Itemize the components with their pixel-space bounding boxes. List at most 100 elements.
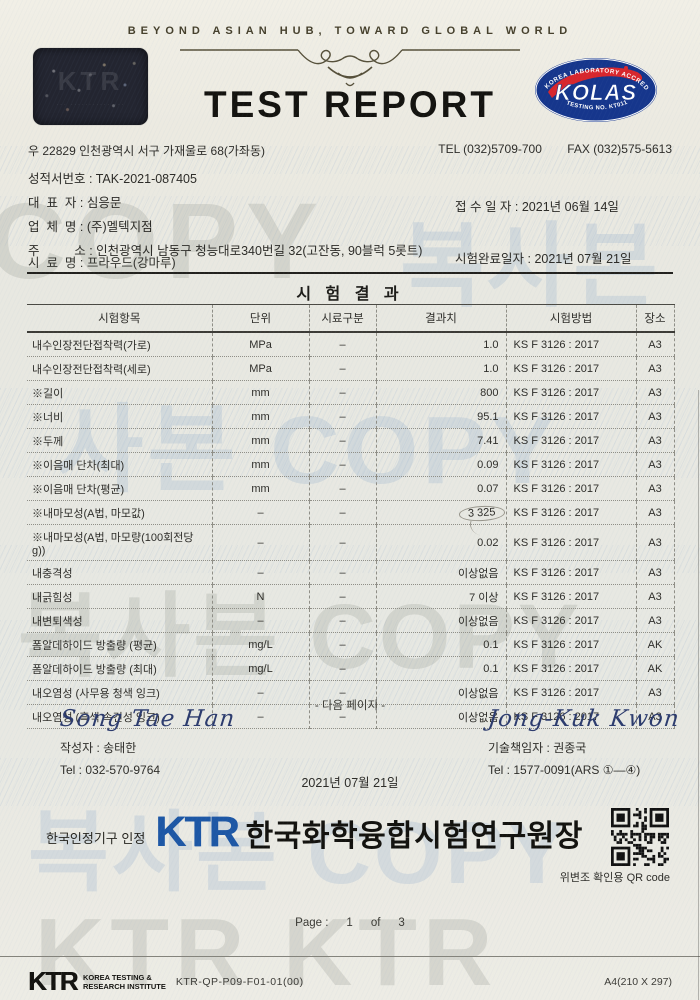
table-row: ※길이 mm –800 KS F 3126 : 2017 A3	[27, 380, 675, 405]
footer-org-line1: KOREA TESTING &	[82, 972, 152, 982]
cell-place: A3	[635, 608, 675, 633]
cell-test-item: ※너비	[27, 404, 212, 429]
cell-sample-division: –	[308, 680, 376, 705]
table-row: 내변퇴색성 – – 이상없음 KS F 3126 : 2017 A3	[27, 608, 675, 633]
ktr-footer-logo: KTR	[28, 966, 78, 996]
cell-test-item: 내오염성 (사무용 청색 잉크)	[27, 680, 212, 705]
report-dates: 접 수 일 자 : 2021년 06월 14일 시험완료일자 : 2021년 0…	[455, 200, 632, 266]
table-row: ※내마모성(A법, 마모값) – –3 325 KS F 3126 : 2017 A3	[27, 500, 675, 525]
cell-test-item: 폼알데하이드 방출량 (최대)	[27, 656, 212, 681]
results-table-body: 내수인장전단접착력(가로) MPa –1.0 KS F 3126 : 2017 A3 내수…	[27, 332, 675, 729]
cell-unit: mm	[211, 404, 309, 429]
lab-fax: FAX (032)575-5613	[567, 142, 672, 156]
table-header-row: 시험항목 단위 시료구분 결과치 시험방법 장소	[27, 304, 675, 333]
col-sample-division: 시료구분	[308, 304, 376, 333]
cell-place: A3	[635, 584, 675, 609]
cell-place: A3	[635, 380, 675, 405]
table-row: 내오염성 (흑색 속건성 잉크) – – 이상없음 KS F 3126 : 2017 A3	[27, 704, 675, 729]
cell-method: KS F 3126 : 2017	[505, 584, 636, 609]
cell-sample-division: –	[308, 524, 376, 561]
cell-unit: MPa	[211, 356, 309, 381]
document-code: KTR-QP-P09-F01-01(00)	[175, 975, 304, 988]
header-tagline: BEYOND ASIAN HUB, TOWARD GLOBAL WORLD	[127, 25, 573, 37]
company-label: 업 체 명	[28, 220, 77, 234]
cell-unit: –	[211, 680, 309, 705]
cell-place: A3	[635, 500, 675, 525]
cell-place: A3	[635, 524, 675, 561]
cell-test-item: 내충격성	[27, 560, 212, 585]
cell-sample-division: –	[308, 452, 376, 477]
cell-unit: N	[211, 584, 309, 609]
table-row: ※너비 mm –95.1 KS F 3126 : 2017 A3	[27, 404, 675, 429]
cell-method: KS F 3126 : 2017	[505, 656, 636, 681]
footer-org-line2: RESEARCH INSTITUTE	[82, 981, 166, 991]
cell-unit: –	[211, 560, 309, 585]
cell-sample-division: –	[308, 704, 376, 729]
client-address-label: 주 소	[28, 244, 86, 258]
lab-tel: TEL (032)5709-700	[438, 142, 542, 156]
cell-result: 0.1	[375, 656, 506, 681]
verification-qr-code	[611, 808, 669, 866]
cell-test-item: ※이음매 단차(평균)	[27, 476, 212, 501]
page-title: TEST REPORT	[203, 84, 497, 125]
table-row: ※이음매 단차(최대) mm –0.09 KS F 3126 : 2017 A3	[27, 452, 675, 477]
writer-name: 작성자 : 송태한	[60, 741, 137, 755]
table-row: 폼알데하이드 방출량 (평균) mg/L –0.1 KS F 3126 : 2017 A…	[27, 632, 675, 657]
table-row: 내충격성 – – 이상없음 KS F 3126 : 2017 A3	[27, 560, 675, 585]
page-current: 1	[346, 917, 353, 929]
received-date-label: 접 수 일 자	[455, 200, 512, 214]
page-total: 3	[398, 917, 405, 929]
cell-method: KS F 3126 : 2017	[505, 332, 636, 357]
col-result: 결과치	[375, 304, 506, 333]
decorative-flourish-icon	[180, 49, 520, 87]
cell-result: 이상없음	[375, 704, 506, 729]
cell-place: A3	[635, 452, 675, 477]
cell-method: KS F 3126 : 2017	[505, 404, 636, 429]
address-row: 우 22829 인천광역시 서구 가재울로 68(가좌동) TEL (032)5…	[28, 142, 672, 159]
table-row: 내오염성 (사무용 청색 잉크) – – 이상없음 KS F 3126 : 2017 A3	[27, 680, 675, 705]
hologram-sticker: KTR ··· ··········· ···	[33, 48, 148, 125]
cell-sample-division: –	[308, 476, 376, 501]
cell-method: KS F 3126 : 2017	[505, 608, 636, 633]
kolas-accreditation-logo-icon: KOREA LABORATORY ACCREDITATION SCHEME KO…	[534, 57, 657, 122]
cell-unit: mm	[211, 476, 309, 501]
cell-unit: mm	[211, 380, 309, 405]
sample-name-label: 시 료 명	[28, 256, 77, 270]
cell-method: KS F 3126 : 2017	[505, 356, 636, 381]
cell-unit: mm	[211, 452, 309, 477]
cell-method: KS F 3126 : 2017	[505, 428, 636, 453]
footer-org-name: KOREA TESTING & RESEARCH INSTITUTE	[83, 973, 166, 991]
scan-edge-artifact	[697, 390, 699, 1000]
cell-result: 7 이상	[375, 584, 506, 609]
completed-date-label: 시험완료일자	[455, 252, 525, 266]
issuer-row: 한국인정기구 인정 KTR 한국화학융합시험연구원장	[46, 808, 583, 857]
cell-result: 95.1	[375, 404, 506, 429]
cell-test-item: ※이음매 단차(최대)	[27, 452, 212, 477]
cell-result: 1.0	[375, 356, 506, 381]
report-no-value: TAK-2021-087405	[95, 172, 197, 186]
report-info: 성적서번호 : TAK-2021-087405 대 표 자 : 심응문 업 체 …	[28, 168, 672, 266]
cell-method: KS F 3126 : 2017	[505, 452, 636, 477]
table-row: 내수인장전단접착력(가로) MPa –1.0 KS F 3126 : 2017 A3	[27, 332, 675, 357]
cell-place: A3	[635, 404, 675, 429]
received-date-value: 2021년 06월 14일	[521, 200, 619, 214]
tech-manager-tel: Tel : 1577-0091(ARS ①—④)	[488, 763, 641, 777]
table-row: 내긁힘성 N –7 이상 KS F 3126 : 2017 A3	[27, 584, 675, 609]
section-divider	[27, 272, 673, 274]
cell-result: 3 325	[375, 500, 506, 525]
completed-date-value: 2021년 07월 21일	[534, 252, 632, 266]
results-section-title: 시 험 결 과	[296, 286, 404, 303]
cell-sample-division: –	[308, 428, 376, 453]
cell-result: 800	[375, 380, 506, 405]
cell-sample-division: –	[308, 608, 376, 633]
cell-unit: mg/L	[211, 632, 309, 657]
report-date: 2021년 07월 21일	[301, 776, 399, 790]
cell-sample-division: –	[308, 656, 376, 681]
cell-test-item: 내긁힘성	[27, 584, 212, 609]
cell-method: KS F 3126 : 2017	[505, 524, 636, 561]
page-label: Page :	[295, 917, 329, 929]
results-table: 시험항목 단위 시료구분 결과치 시험방법 장소 내수인장전단접착력(가로) MP…	[27, 304, 675, 729]
cell-result: 7.41	[375, 428, 506, 453]
writer-tel: Tel : 032-570-9764	[60, 763, 161, 777]
table-row: ※이음매 단차(평균) mm –0.07 KS F 3126 : 2017 A3	[27, 476, 675, 501]
